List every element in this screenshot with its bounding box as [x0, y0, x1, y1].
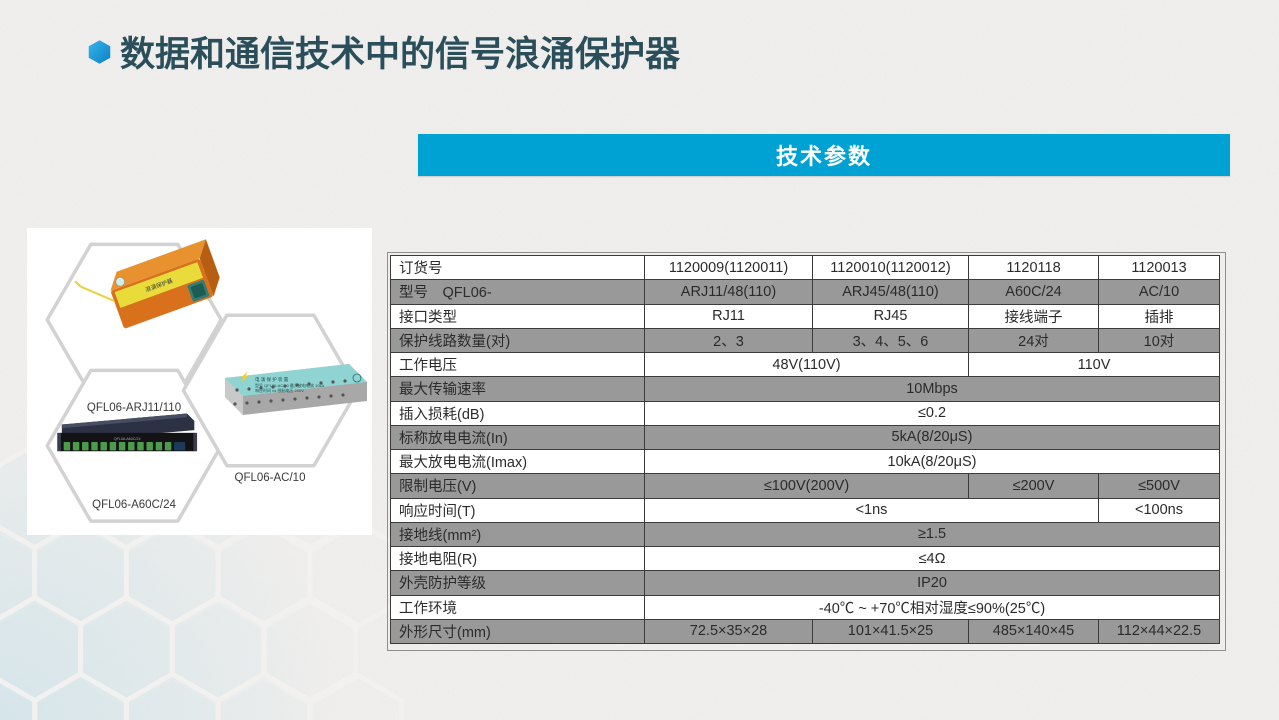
svg-text:电 涌 保 护 装 置: 电 涌 保 护 装 置 — [255, 376, 289, 383]
svg-text:QFL06-A60C/24: QFL06-A60C/24 — [92, 499, 176, 511]
svg-text:QFL06-AC/10: QFL06-AC/10 — [235, 472, 306, 484]
svg-text:⚡: ⚡ — [239, 371, 250, 383]
svg-text:QFL06-A60C/24: QFL06-A60C/24 — [114, 437, 141, 441]
svg-text:QFL06-ARJ11/110: QFL06-ARJ11/110 — [87, 402, 181, 414]
